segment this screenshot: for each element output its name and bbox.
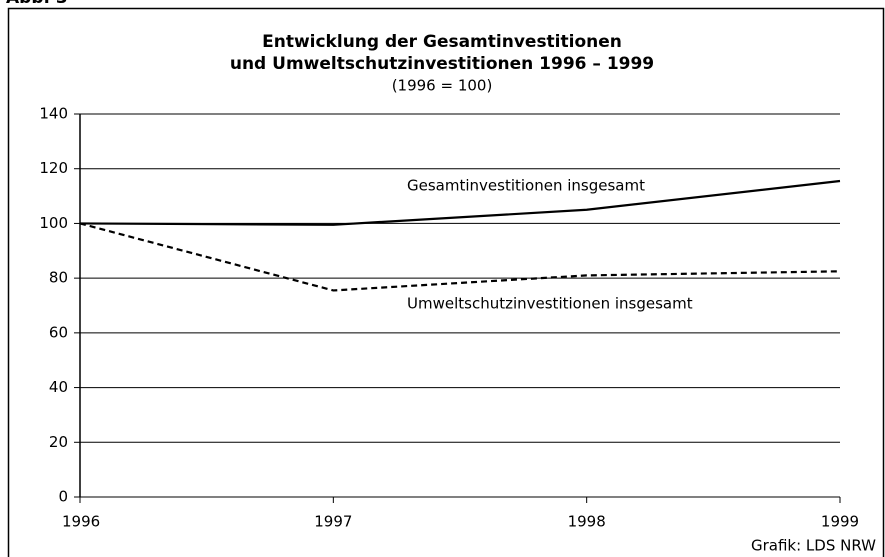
x-tick-label: 1997 <box>314 513 352 531</box>
chart-title: Entwicklung der Gesamtinvestitionen <box>262 32 622 52</box>
series-line <box>79 179 841 226</box>
figure-label: Abb. 3 <box>6 0 68 8</box>
y-tick-label: 80 <box>49 269 68 287</box>
x-tick-label: 1996 <box>62 513 100 531</box>
y-tick-label: 20 <box>49 433 68 451</box>
x-tick-label: 1999 <box>821 513 859 531</box>
chart-subtitle: (1996 = 100) <box>392 77 493 95</box>
y-tick-label: 0 <box>58 488 68 506</box>
source: Grafik: LDS NRW <box>751 537 876 555</box>
y-tick-label: 40 <box>49 378 68 396</box>
y-tick-label: 60 <box>49 323 68 341</box>
chart-title: und Umweltschutzinvestitionen 1996 – 199… <box>230 54 654 74</box>
series-label: Gesamtinvestitionen insgesamt <box>407 177 645 195</box>
y-tick-label: 100 <box>39 214 68 232</box>
frame <box>7 7 885 557</box>
x-tick-label: 1998 <box>568 513 606 531</box>
y-tick-label: 120 <box>39 159 68 177</box>
series-line <box>79 222 841 292</box>
y-tick-label: 140 <box>39 105 68 123</box>
series-label: Umweltschutzinvestitionen insgesamt <box>407 295 693 313</box>
